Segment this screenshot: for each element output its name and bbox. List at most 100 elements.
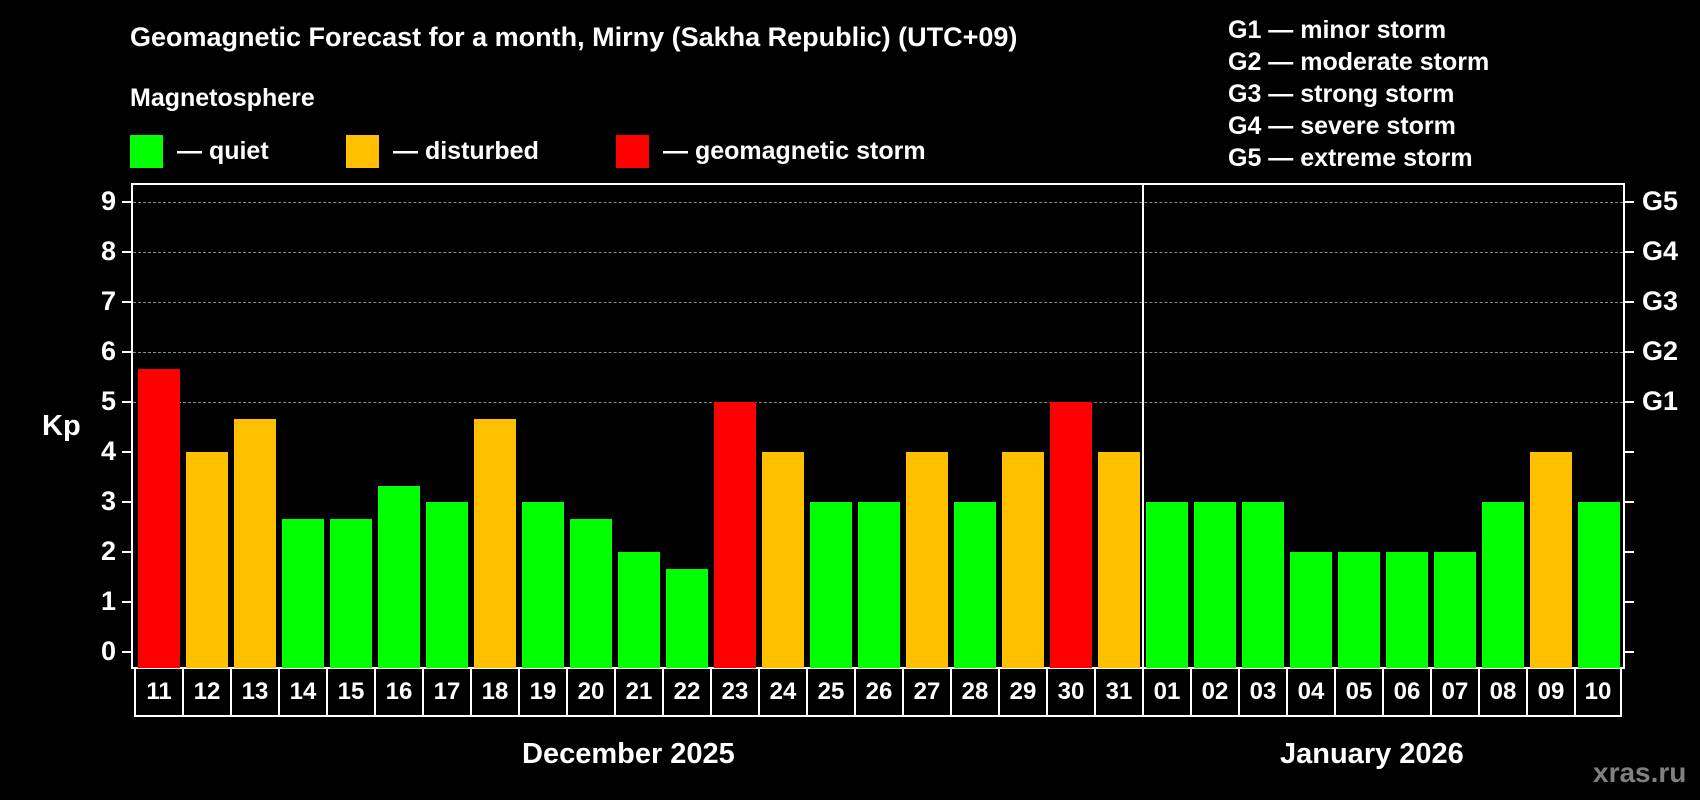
bar-quiet — [1242, 502, 1284, 668]
g-scale-label: G5 — [1642, 186, 1679, 216]
month-label-december: December 2025 — [522, 738, 735, 770]
day-label: 17 — [422, 669, 470, 715]
y-tick-label: 8 — [100, 236, 116, 266]
y-tick — [122, 301, 131, 303]
bar-quiet — [426, 502, 468, 668]
bar-quiet — [810, 502, 852, 668]
gridline — [133, 352, 1623, 353]
bar-disturbed — [186, 452, 228, 668]
disturbed-swatch-icon — [346, 135, 379, 168]
gridline — [133, 402, 1623, 403]
g-scale-label: G4 — [1642, 236, 1679, 266]
day-label: 22 — [662, 669, 710, 715]
y-tick — [122, 501, 131, 503]
y-axis-label: Kp — [42, 410, 81, 442]
day-label: 14 — [278, 669, 326, 715]
y-tick-right — [1625, 651, 1634, 653]
quiet-swatch-icon — [130, 135, 163, 168]
y-tick — [122, 401, 131, 403]
day-label: 06 — [1382, 669, 1430, 715]
month-label-january: January 2026 — [1280, 738, 1464, 770]
bar-quiet — [522, 502, 564, 668]
y-tick — [122, 201, 131, 203]
bar-quiet — [858, 502, 900, 668]
day-label: 20 — [566, 669, 614, 715]
day-label: 05 — [1334, 669, 1382, 715]
bar-quiet — [1146, 502, 1188, 668]
bar-quiet — [1578, 502, 1620, 668]
day-labels-row: 11 12 13 14 15 16 17 18 19 20 21 22 23 24 25 26 27 28 29 30… — [134, 669, 1622, 717]
y-tick-label: 9 — [100, 186, 116, 216]
day-label: 23 — [710, 669, 758, 715]
y-tick-right — [1625, 401, 1634, 403]
y-tick — [122, 651, 131, 653]
legend-heading: Magnetosphere — [130, 84, 315, 112]
legend-item-storm: — geomagnetic storm — [616, 135, 926, 168]
y-tick — [122, 551, 131, 553]
day-label: 07 — [1430, 669, 1478, 715]
bar-disturbed — [762, 452, 804, 668]
day-label: 24 — [758, 669, 806, 715]
legend-label: — disturbed — [393, 137, 539, 165]
day-label: 01 — [1142, 669, 1190, 715]
legend-item-quiet: — quiet — [130, 135, 269, 168]
y-tick-label: 6 — [100, 336, 116, 366]
legend-label: — geomagnetic storm — [663, 137, 926, 165]
bar-quiet — [282, 518, 324, 668]
gridline — [133, 302, 1623, 303]
g-scale-label: G3 — [1642, 286, 1679, 316]
bar-quiet — [1290, 552, 1332, 668]
g-scale-legend: G1 — minor storm G2 — moderate storm G3 … — [1228, 14, 1489, 174]
day-label: 29 — [998, 669, 1046, 715]
g-scale-label: G1 — [1642, 386, 1679, 416]
y-tick-right — [1625, 551, 1634, 553]
day-label: 04 — [1286, 669, 1334, 715]
y-tick-right — [1625, 501, 1634, 503]
day-label: 27 — [902, 669, 950, 715]
day-label: 11 — [134, 669, 182, 715]
y-tick-right — [1625, 251, 1634, 253]
bar-quiet — [954, 502, 996, 668]
bar-disturbed — [1098, 452, 1140, 668]
bar-quiet — [618, 552, 660, 668]
bar-quiet — [1338, 552, 1380, 668]
bar-disturbed — [1002, 452, 1044, 668]
bar-quiet — [378, 485, 420, 668]
y-tick — [122, 251, 131, 253]
bar-storm — [138, 368, 180, 668]
day-label: 26 — [854, 669, 902, 715]
day-label: 31 — [1094, 669, 1142, 715]
g-legend-item: G2 — moderate storm — [1228, 48, 1490, 76]
gridline — [133, 252, 1623, 253]
day-label: 10 — [1574, 669, 1622, 715]
day-label: 30 — [1046, 669, 1094, 715]
bar-quiet — [570, 518, 612, 668]
chart-title: Geomagnetic Forecast for a month, Mirny … — [130, 22, 1018, 52]
day-label: 21 — [614, 669, 662, 715]
day-label: 09 — [1526, 669, 1574, 715]
day-label: 28 — [950, 669, 998, 715]
y-tick-label: 5 — [100, 386, 116, 416]
bar-storm — [714, 402, 756, 668]
legend-item-disturbed: — disturbed — [346, 135, 539, 168]
y-tick-right — [1625, 201, 1634, 203]
bar-disturbed — [1530, 452, 1572, 668]
month-separator — [1142, 183, 1144, 669]
y-tick-right — [1625, 601, 1634, 603]
day-label: 03 — [1238, 669, 1286, 715]
storm-swatch-icon — [616, 135, 649, 168]
y-tick — [122, 451, 131, 453]
day-label: 08 — [1478, 669, 1526, 715]
day-label: 12 — [182, 669, 230, 715]
day-label: 16 — [374, 669, 422, 715]
day-label: 13 — [230, 669, 278, 715]
bar-quiet — [1434, 552, 1476, 668]
y-tick-label: 0 — [100, 636, 116, 666]
bar-quiet — [1194, 502, 1236, 668]
g-legend-item: G1 — minor storm — [1228, 16, 1447, 44]
bar-quiet — [666, 568, 708, 668]
y-tick-label: 2 — [100, 536, 116, 566]
bar-disturbed — [234, 418, 276, 668]
day-label: 18 — [470, 669, 518, 715]
bar-quiet — [1386, 552, 1428, 668]
